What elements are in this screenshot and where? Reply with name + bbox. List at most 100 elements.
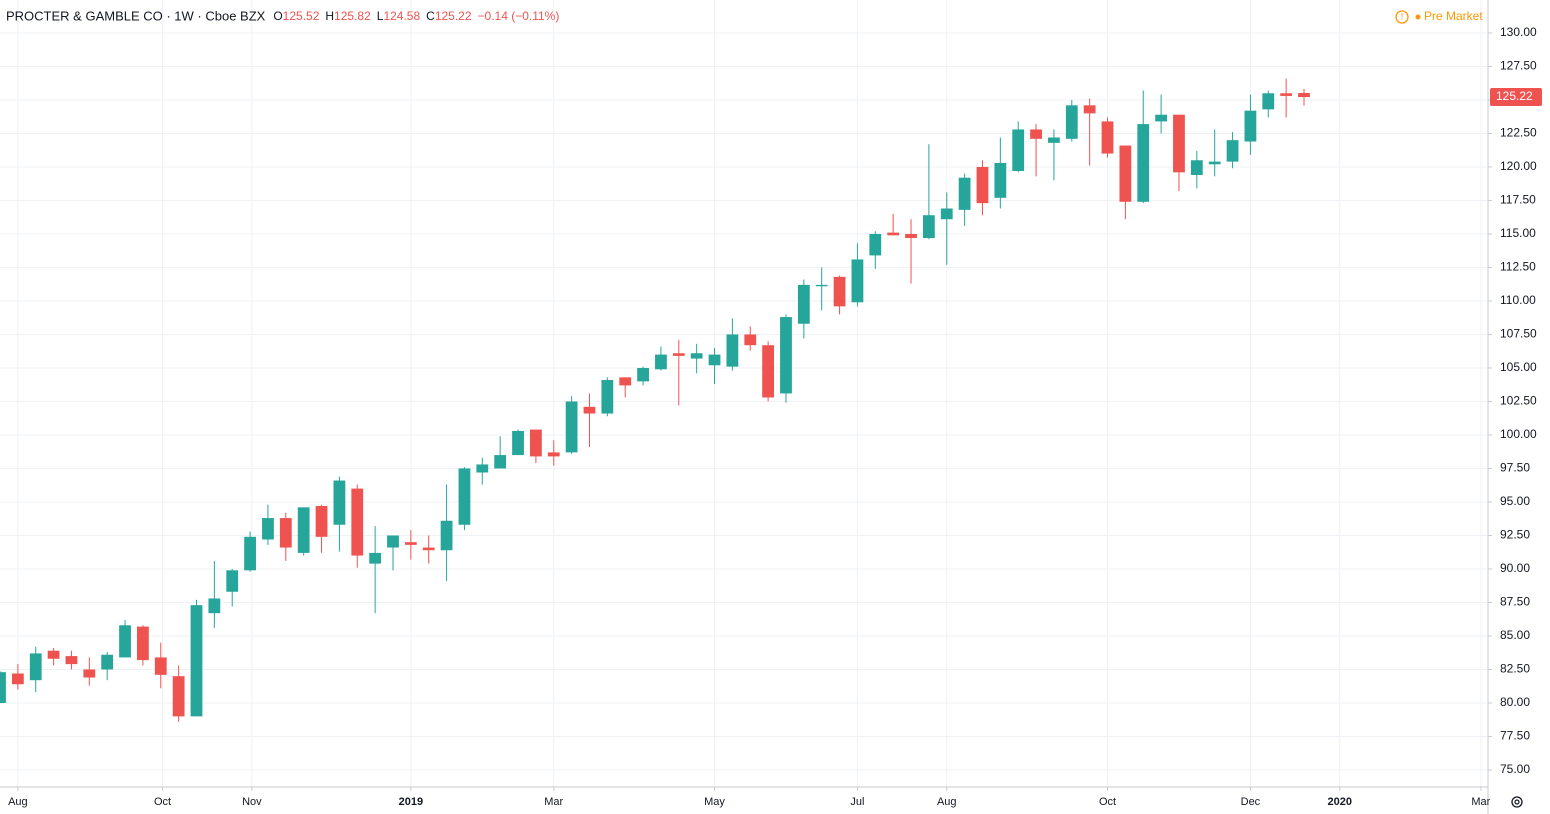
gear-ring[interactable]: [1511, 796, 1523, 808]
candle-body: [815, 284, 828, 287]
last-price-tag: [1490, 88, 1542, 107]
y-tick-label: 77.50: [1500, 729, 1530, 743]
candle-body: [851, 259, 864, 303]
candle-body: [940, 208, 953, 220]
last-price-label: 125.22: [1496, 89, 1533, 103]
candle-body: [833, 276, 846, 307]
warning-icon-mark: !: [1401, 11, 1404, 21]
candle-body: [1155, 114, 1167, 122]
candle-body: [1101, 121, 1114, 154]
candle-body: [744, 334, 757, 346]
candle-body: [690, 353, 703, 359]
candle-body: [0, 672, 6, 703]
candle-body: [905, 233, 917, 238]
candle-body: [762, 345, 775, 398]
candle-body: [1173, 114, 1185, 173]
candle-body: [458, 468, 471, 525]
candle-body: [476, 464, 489, 473]
candle-body: [869, 233, 882, 256]
candle-body: [65, 656, 78, 665]
candle-body: [494, 455, 507, 469]
y-tick-label: 122.50: [1500, 126, 1537, 140]
y-tick-label: 97.50: [1500, 461, 1530, 475]
y-tick-label: 80.00: [1500, 695, 1530, 709]
x-tick-label: Oct: [1099, 796, 1116, 808]
candle-body: [1137, 124, 1150, 202]
y-tick-label: 115.00: [1500, 226, 1536, 240]
candle-body: [547, 452, 560, 457]
gear-hub[interactable]: [1514, 799, 1520, 805]
y-tick-label: 75.00: [1500, 762, 1530, 776]
candle-body: [1208, 161, 1221, 165]
candle-body: [172, 676, 185, 717]
status-dot: [1415, 14, 1421, 20]
ohlc-value: 124.58: [383, 9, 420, 23]
candle-body: [440, 520, 453, 551]
candle-body: [1083, 105, 1096, 114]
y-tick-label: 112.50: [1500, 260, 1536, 274]
candle-body: [226, 570, 239, 592]
y-tick-label: 127.50: [1500, 59, 1537, 73]
candle-body: [601, 380, 614, 414]
candle-body: [637, 367, 649, 382]
ohlc-prefix: C: [426, 9, 435, 23]
candle-body: [976, 166, 989, 204]
y-tick-label: 87.50: [1500, 595, 1530, 609]
candle-body: [208, 598, 221, 614]
y-tick-label: 120.00: [1500, 159, 1537, 173]
candle-body: [279, 518, 292, 548]
y-tick-label: 95.00: [1500, 494, 1530, 508]
candle-body: [708, 354, 721, 366]
candle-body: [726, 334, 739, 367]
candle-body: [1119, 145, 1132, 202]
candle-body: [994, 162, 1007, 198]
y-tick-label: 90.00: [1500, 561, 1530, 575]
x-tick-label: Aug: [8, 796, 28, 808]
candle-body: [1226, 140, 1239, 162]
y-tick-label: 82.50: [1500, 662, 1530, 676]
candle-body: [565, 401, 578, 453]
price-change: −0.14 (−0.11%): [478, 9, 560, 23]
axes: 75.00 77.50 80.00 82.50 85.00 87.50 90.00 92.50…: [8, 25, 1542, 808]
candle-body: [244, 536, 256, 571]
candle-body: [583, 406, 596, 414]
y-tick-label: 85.00: [1500, 628, 1530, 642]
candle-body: [297, 507, 310, 553]
ohlc-prefix: L: [377, 9, 384, 23]
candle-body: [958, 177, 971, 210]
x-tick-label: Dec: [1241, 796, 1261, 808]
candle-body: [119, 625, 131, 658]
candle-body: [922, 215, 935, 238]
y-tick-label: 110.00: [1500, 293, 1536, 307]
chart-title: PROCTER & GAMBLE CO · 1W · Cboe BZX: [6, 8, 266, 23]
y-tick-label: 105.00: [1500, 360, 1537, 374]
legend-header: PROCTER & GAMBLE CO · 1W · Cboe BZX O 125.…: [6, 8, 559, 23]
candle-body: [887, 232, 900, 236]
candle-body: [154, 657, 167, 675]
candle-body: [137, 626, 149, 661]
pre-market-badge: ! Pre Market: [1395, 9, 1483, 24]
y-tick-label: 117.50: [1500, 193, 1536, 207]
candle-body: [83, 669, 96, 678]
x-tick-label: Mar: [544, 796, 563, 808]
candle-body: [655, 354, 667, 370]
x-tick-label: Mar: [1471, 796, 1490, 808]
x-tick-label: Oct: [154, 796, 171, 808]
candle-body: [1048, 137, 1060, 143]
candle-body: [1262, 93, 1275, 110]
candle-body: [1030, 129, 1042, 139]
x-tick-label: Jul: [850, 796, 864, 808]
candle-body: [333, 480, 346, 525]
candle-body: [672, 353, 685, 356]
x-tick-label: May: [704, 796, 725, 808]
candles: [0, 78, 1310, 722]
warning-icon: [1395, 10, 1409, 24]
candle-body: [619, 377, 632, 386]
candle-body: [101, 654, 114, 670]
ohlc-prefix: H: [325, 9, 334, 23]
x-tick-label: Aug: [937, 796, 957, 808]
candle-body: [387, 535, 399, 548]
settings-gear[interactable]: [1511, 796, 1523, 808]
